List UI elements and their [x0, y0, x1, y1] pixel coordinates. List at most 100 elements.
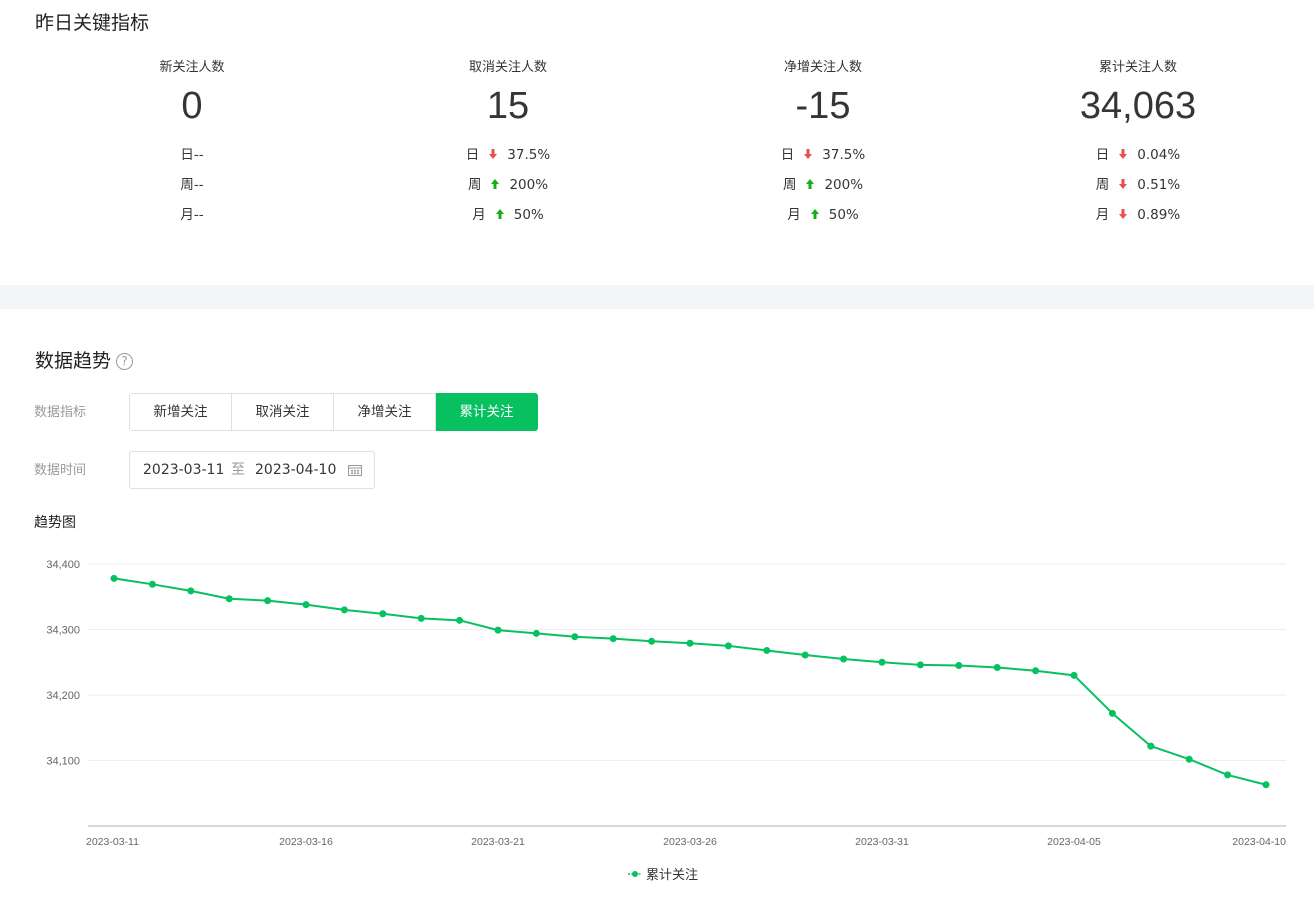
time-label: 数据时间 [34, 463, 87, 478]
data-point[interactable] [724, 642, 732, 650]
trend-section-title: 数据趋势? [35, 346, 134, 373]
x-tick-label: 2023-03-16 [279, 836, 333, 848]
kpi-period: 日 [780, 147, 795, 163]
data-point[interactable] [187, 587, 195, 595]
section-divider [0, 285, 1314, 309]
kpi-change-row: 月 0.89% [988, 200, 1288, 230]
y-tick-label: 34,200 [46, 690, 80, 702]
x-tick-label: 2023-03-11 [86, 836, 139, 848]
kpi-value: 15 [486, 85, 530, 127]
arrow-down-icon [488, 148, 498, 160]
kpi-change-row: 日 37.5% [358, 140, 658, 170]
metric-tab-total[interactable]: 累计关注 [436, 393, 538, 431]
chart-legend[interactable]: 累计关注 [628, 864, 698, 883]
kpi-period: 周 [180, 177, 194, 193]
data-point[interactable] [993, 663, 1001, 671]
kpi-period: 月 [472, 207, 486, 223]
x-tick-label: 2023-03-21 [471, 836, 525, 848]
data-point[interactable] [340, 606, 348, 614]
data-point[interactable] [878, 658, 886, 666]
kpi-change-pct: 50% [828, 207, 859, 223]
data-point[interactable] [840, 655, 848, 663]
question-circle-icon[interactable]: ? [116, 353, 134, 370]
y-tick-label: 34,100 [46, 756, 80, 768]
data-point[interactable] [264, 597, 272, 605]
data-point[interactable] [1262, 781, 1270, 789]
data-point[interactable] [379, 610, 387, 618]
kpi-period: 月 [1095, 207, 1110, 223]
kpi-change-pct: 200% [509, 177, 549, 193]
data-point[interactable] [955, 662, 963, 670]
kpi-label: 净增关注人数 [783, 60, 862, 75]
data-point[interactable] [148, 580, 156, 588]
kpi-change-row: 日 0.04% [988, 140, 1288, 170]
trend-title-text: 数据趋势 [35, 350, 112, 372]
data-point[interactable] [1224, 771, 1232, 779]
data-point[interactable] [1032, 667, 1040, 675]
calendar-icon[interactable] [348, 464, 362, 476]
data-point[interactable] [532, 629, 540, 637]
kpi-card-new-follow: 新关注人数 0 日-- 周-- 月-- [42, 58, 342, 230]
data-point[interactable] [763, 646, 771, 654]
data-point[interactable] [225, 595, 233, 603]
kpi-change-row: 日-- [42, 140, 342, 170]
data-point[interactable] [302, 601, 310, 609]
kpi-change-pct: -- [193, 147, 204, 163]
kpi-label: 新关注人数 [159, 60, 225, 75]
kpi-period: 周 [782, 177, 797, 193]
data-point[interactable] [916, 661, 924, 669]
arrow-down-icon [1118, 178, 1128, 190]
metric-tab-unfollow[interactable]: 取消关注 [232, 393, 334, 431]
data-point[interactable] [571, 633, 579, 641]
kpi-period: 月 [180, 207, 194, 223]
kpi-change-row: 周 200% [673, 170, 973, 200]
kpi-value: 0 [181, 85, 203, 127]
kpi-change-pct: 0.89% [1137, 207, 1181, 223]
x-tick-label: 2023-04-05 [1047, 836, 1101, 848]
metric-tab-new[interactable]: 新增关注 [129, 393, 232, 431]
data-point[interactable] [1070, 671, 1078, 679]
kpi-change-pct: 37.5% [507, 147, 551, 163]
y-tick-label: 34,300 [46, 625, 80, 637]
date-start[interactable]: 2023-03-11 [143, 462, 225, 478]
metric-label: 数据指标 [34, 405, 87, 420]
data-point[interactable] [609, 635, 617, 643]
kpi-change-row: 周-- [42, 170, 342, 200]
data-point[interactable] [456, 616, 464, 624]
arrow-down-icon [1118, 148, 1128, 160]
metric-tab-group: 新增关注 取消关注 净增关注 累计关注 [129, 393, 538, 431]
date-end[interactable]: 2023-04-10 [255, 462, 337, 478]
x-tick-label: 2023-03-31 [855, 836, 909, 848]
data-point[interactable] [417, 614, 425, 622]
arrow-up-icon [810, 208, 820, 220]
date-separator: 至 [231, 462, 245, 478]
data-point[interactable] [110, 574, 118, 582]
data-point[interactable] [494, 626, 502, 634]
kpi-change-row: 月 50% [358, 200, 658, 230]
kpi-value: 34,063 [1079, 85, 1197, 127]
arrow-down-icon [1118, 208, 1128, 220]
kpi-change-pct: 200% [824, 177, 864, 193]
data-point[interactable] [686, 639, 694, 647]
data-point[interactable] [1147, 742, 1155, 750]
x-tick-label: 2023-03-26 [663, 836, 717, 848]
data-point[interactable] [1185, 755, 1193, 763]
kpi-value: -15 [795, 85, 851, 127]
arrow-up-icon [805, 178, 815, 190]
series-line-total-follow [113, 577, 1267, 786]
data-point[interactable] [1108, 709, 1116, 717]
kpi-period: 月 [787, 207, 801, 223]
kpi-change-pct: 0.51% [1137, 177, 1181, 193]
data-point[interactable] [801, 651, 809, 659]
kpi-change-row: 周 200% [358, 170, 658, 200]
metric-tab-net[interactable]: 净增关注 [334, 393, 436, 431]
kpi-change-pct: -- [193, 177, 204, 193]
data-point[interactable] [648, 637, 656, 645]
kpi-change-row: 月 50% [673, 200, 973, 230]
kpi-card-total-follow: 累计关注人数 34,063 日 0.04% 周 0.51% 月 0.89% [988, 58, 1288, 230]
kpi-period: 周 [467, 177, 482, 193]
date-range-picker[interactable]: 2023-03-11 至 2023-04-10 [129, 451, 375, 489]
kpi-label: 累计关注人数 [1098, 60, 1177, 75]
kpi-change-pct: 37.5% [822, 147, 866, 163]
kpi-change-pct: 50% [513, 207, 544, 223]
